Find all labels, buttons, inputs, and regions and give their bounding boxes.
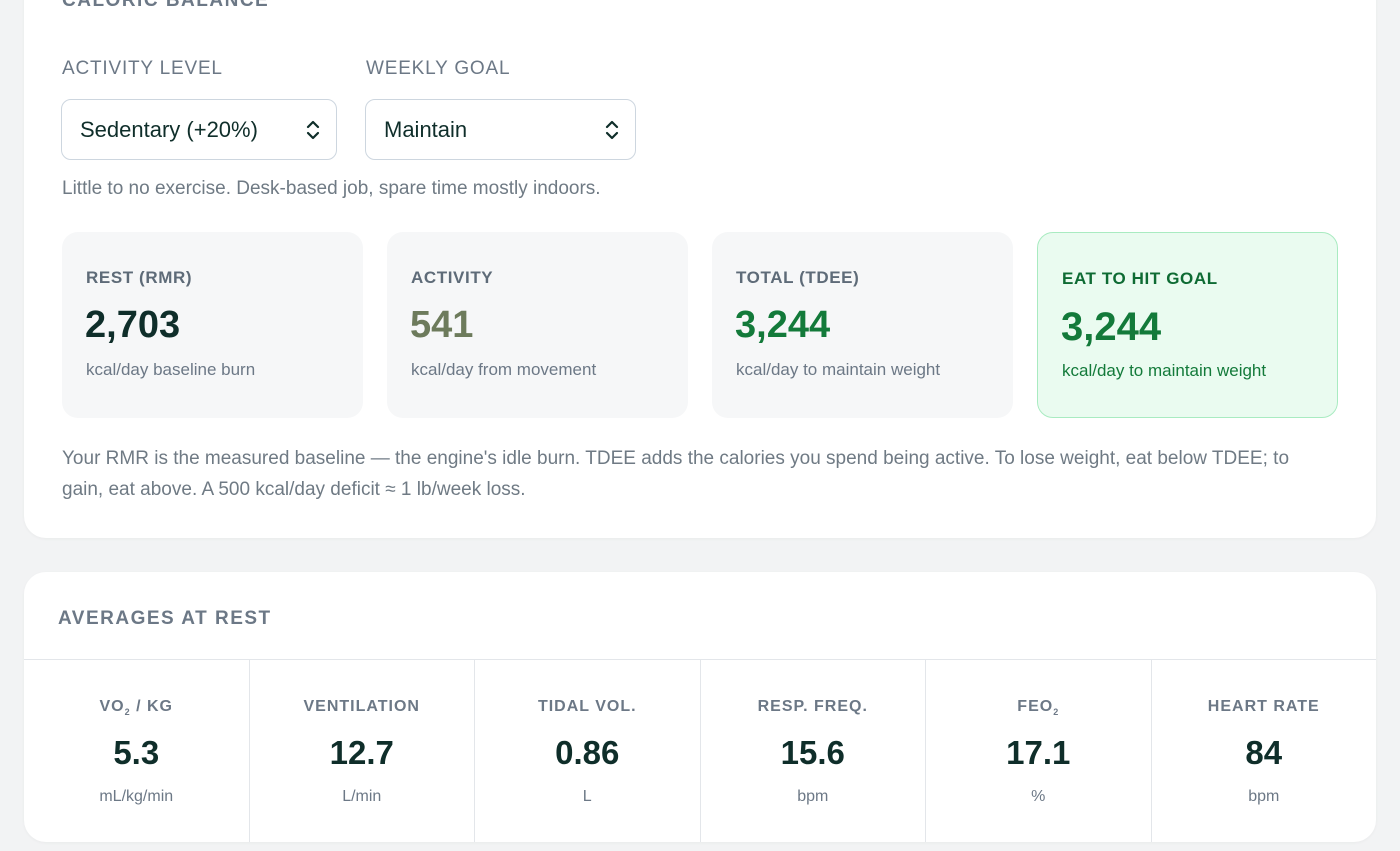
- metric-vo2-kg: VO2 / KG 5.3 mL/kg/min: [24, 660, 250, 842]
- stat-card-goal: EAT TO HIT GOAL 3,244 kcal/day to mainta…: [1037, 232, 1338, 418]
- stat-unit: kcal/day to maintain weight: [736, 360, 941, 379]
- stat-label: REST (RMR): [86, 268, 193, 287]
- stat-label: TOTAL (TDEE): [736, 268, 860, 287]
- activity-description: Little to no exercise. Desk-based job, s…: [62, 178, 601, 199]
- activity-level-value: Sedentary (+20%): [80, 116, 258, 142]
- metric-label: TIDAL VOL.: [537, 698, 637, 715]
- stat-card-activity: ACTIVITY 541 kcal/day from movement: [387, 232, 688, 418]
- metric-label: HEART RATE: [1207, 698, 1320, 715]
- metric-value: 17.1: [1006, 734, 1071, 771]
- weekly-goal-label: WEEKLY GOAL: [366, 58, 511, 79]
- weekly-goal-value: Maintain: [384, 116, 468, 142]
- metric-unit: bpm: [797, 788, 829, 805]
- weekly-goal-select[interactable]: Maintain: [365, 99, 636, 160]
- metric-resp-freq: RESP. FREQ. 15.6 bpm: [701, 660, 926, 842]
- chevron-up-down-icon: [306, 120, 320, 139]
- metric-value: 0.86: [555, 734, 620, 771]
- section-title: CALORIC BALANCE: [62, 0, 270, 11]
- metric-unit: %: [1031, 788, 1046, 805]
- metric-label: RESP. FREQ.: [757, 698, 868, 715]
- metric-value: 15.6: [780, 734, 845, 771]
- metric-unit: L: [582, 788, 592, 805]
- metrics-row: VO2 / KG 5.3 mL/kg/min VENTILATION 12.7 …: [24, 659, 1376, 842]
- metric-value: 5.3: [113, 734, 160, 771]
- stat-label: EAT TO HIT GOAL: [1062, 269, 1218, 288]
- metric-label: FEO2: [1017, 698, 1060, 718]
- metric-label: VENTILATION: [303, 698, 420, 715]
- stat-unit: kcal/day baseline burn: [86, 360, 256, 379]
- metric-ventilation: VENTILATION 12.7 L/min: [250, 660, 475, 842]
- stat-unit: kcal/day to maintain weight: [1062, 361, 1267, 380]
- section-title: AVERAGES AT REST: [58, 608, 272, 629]
- caloric-balance-card: CALORIC BALANCE ACTIVITY LEVEL Sedentary…: [24, 0, 1376, 538]
- activity-level-label: ACTIVITY LEVEL: [62, 58, 223, 79]
- metric-value: 84: [1245, 734, 1283, 771]
- metric-tidal-volume: TIDAL VOL. 0.86 L: [475, 660, 701, 842]
- stat-unit: kcal/day from movement: [411, 360, 597, 379]
- stat-card-tdee: TOTAL (TDEE) 3,244 kcal/day to maintain …: [712, 232, 1013, 418]
- stat-value: 2,703: [85, 304, 181, 346]
- metric-unit: mL/kg/min: [99, 788, 174, 805]
- explainer-text: Your RMR is the measured baseline — the …: [62, 448, 1290, 500]
- stat-label: ACTIVITY: [411, 268, 494, 287]
- metric-label: VO2 / KG: [99, 698, 173, 718]
- metric-unit: L/min: [342, 788, 382, 805]
- activity-level-select[interactable]: Sedentary (+20%): [61, 99, 337, 160]
- metric-heart-rate: HEART RATE 84 bpm: [1152, 660, 1377, 842]
- averages-card: AVERAGES AT REST VO2 / KG 5.3 mL/kg/min …: [24, 572, 1376, 842]
- stat-card-rmr: REST (RMR) 2,703 kcal/day baseline burn: [62, 232, 363, 418]
- metric-unit: bpm: [1248, 788, 1280, 805]
- chevron-up-down-icon: [605, 120, 619, 139]
- metric-feo2: FEO2 17.1 %: [926, 660, 1152, 842]
- stat-value: 541: [410, 304, 474, 346]
- stat-value: 3,244: [1061, 305, 1162, 349]
- metric-value: 12.7: [329, 734, 394, 771]
- stat-value: 3,244: [735, 304, 831, 346]
